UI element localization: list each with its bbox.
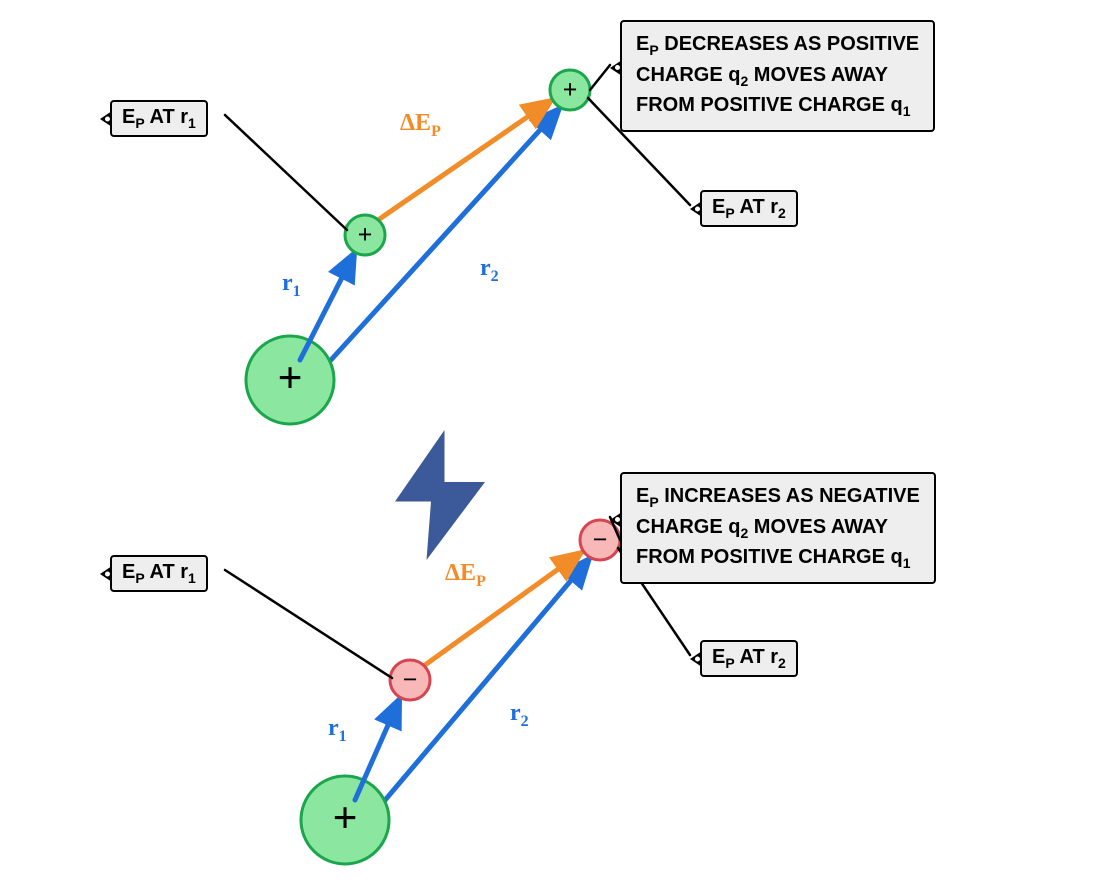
caption-box-bottom: EP INCREASES AS NEGATIVECHARGE q2 MOVES … — [620, 472, 936, 584]
vector-label: ΔEP — [445, 560, 486, 590]
vector-label: r2 — [480, 255, 499, 285]
tag-ep-r1-top: EP AT r1 — [110, 100, 208, 137]
tag-ep-r2-top: EP AT r2 — [700, 190, 798, 227]
charge-sign: + — [563, 75, 578, 104]
lightning-bolt-icon — [395, 430, 485, 560]
caption-box-top: EP DECREASES AS POSITIVECHARGE q2 MOVES … — [620, 20, 935, 132]
vector-label: r1 — [282, 270, 301, 300]
leader-line — [590, 65, 610, 90]
radius-arrow — [355, 698, 400, 800]
leader-line — [225, 570, 392, 678]
vector-label: r2 — [510, 700, 529, 730]
charge-sign: − — [593, 525, 608, 554]
vector-label: ΔEP — [400, 110, 441, 140]
tag-ep-r2-bottom: EP AT r2 — [700, 640, 798, 677]
leader-line — [225, 115, 347, 230]
charge-sign: − — [403, 665, 418, 694]
charge-sign: + — [358, 220, 373, 249]
tag-ep-r1-bottom: EP AT r1 — [110, 555, 208, 592]
vector-label: r1 — [328, 715, 347, 745]
